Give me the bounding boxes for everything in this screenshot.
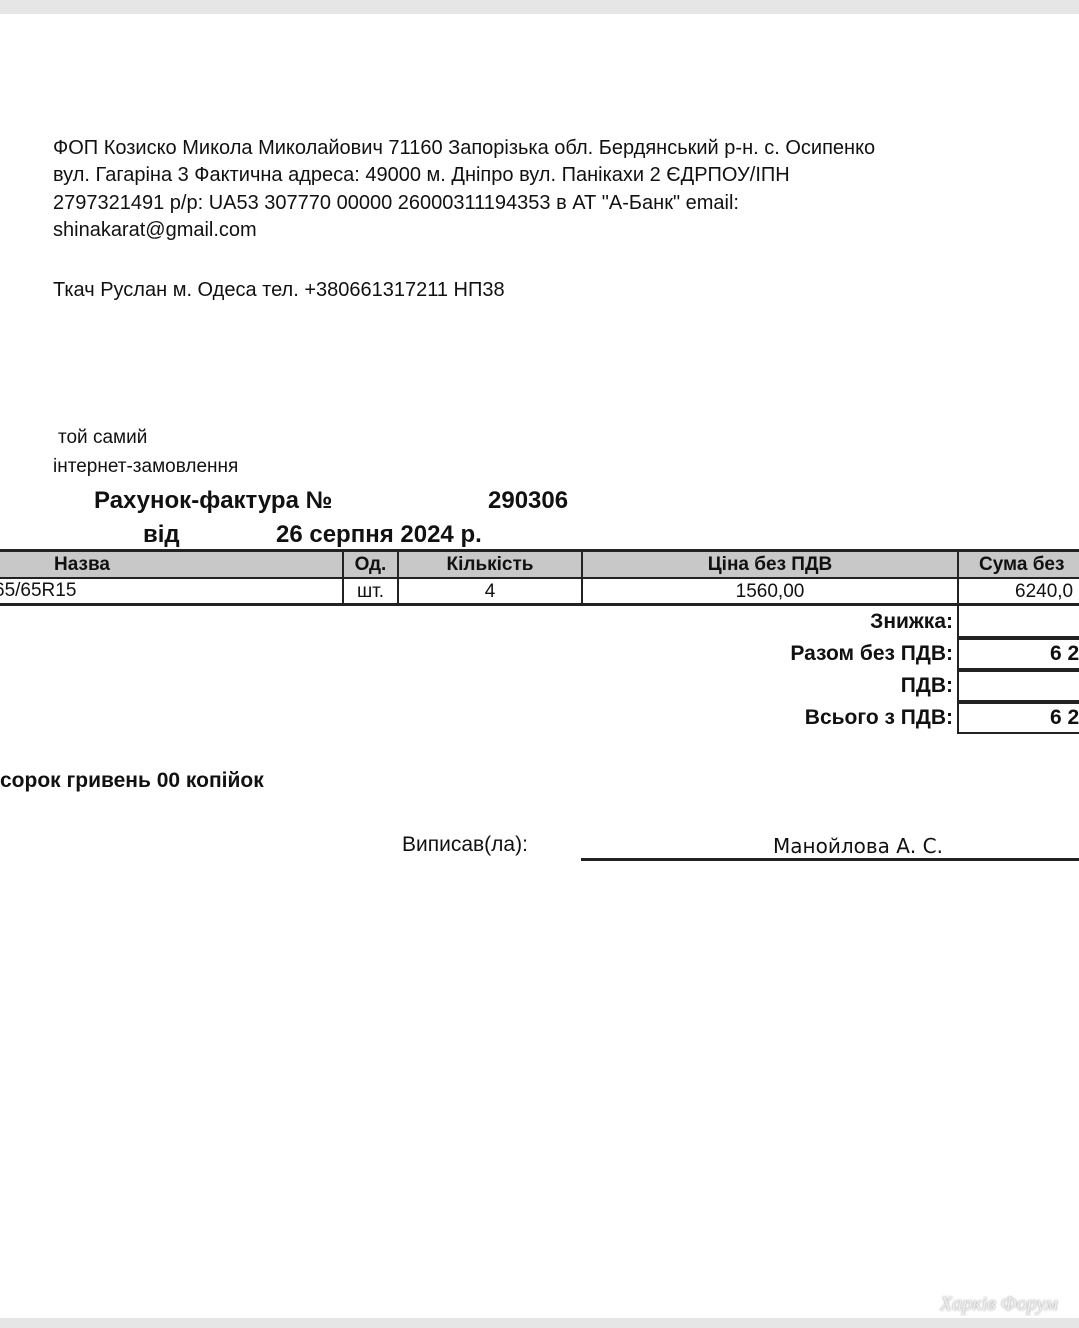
- col-header: Назва: [54, 554, 110, 575]
- cell: 1560,00: [735, 581, 805, 602]
- rule: [342, 549, 344, 606]
- total-label: Всього з ПДВ:: [804, 706, 953, 729]
- date-label: від: [143, 521, 180, 548]
- supplier-line: вул. Гагаріна 3 Фактична адреса: 49000 м…: [53, 164, 790, 186]
- signature-line: [581, 858, 1079, 861]
- invoice-number: 290306: [488, 487, 569, 514]
- signature-name: Манойлова А. С.: [582, 834, 1079, 858]
- note: інтернет-замовлення: [53, 456, 239, 477]
- document: ФОП Козиско Микола Миколайович 71160 Зап…: [0, 14, 1079, 1318]
- cell: шт.: [356, 581, 385, 602]
- signature-label: Виписав(ла):: [402, 833, 528, 856]
- supplier-line: shinakarat@gmail.com: [53, 219, 257, 241]
- table-header-bg: [0, 551, 1079, 578]
- total-label: Разом без ПДВ:: [790, 642, 953, 665]
- invoice-title: Рахунок-фактура №: [94, 487, 333, 514]
- cell: 6240,0: [1015, 581, 1074, 602]
- rule: [0, 603, 1079, 606]
- rule: [957, 549, 959, 606]
- cell: 4: [484, 581, 496, 602]
- cell: 65/65R15: [0, 580, 77, 601]
- rule: [0, 577, 1079, 579]
- watermark: Харків Форум: [940, 1293, 1058, 1315]
- buyer: Ткач Руслан м. Одеса тел. +380661317211 …: [53, 279, 505, 301]
- col-header: Сума без: [979, 554, 1065, 575]
- total-box: [957, 670, 1079, 702]
- note: той самий: [58, 427, 148, 448]
- col-header: Ціна без ПДВ: [707, 554, 833, 575]
- rule: [0, 549, 1079, 552]
- rule: [397, 549, 399, 606]
- total-box: [957, 702, 1079, 734]
- total-label: ПДВ:: [900, 674, 953, 697]
- total-value: 6 2: [1050, 706, 1079, 729]
- supplier-line: 2797321491 р/р: UA53 307770 00000 260003…: [53, 192, 739, 214]
- signature-name-text: Манойлова А. С.: [773, 834, 943, 858]
- supplier-line: ФОП Козиско Микола Миколайович 71160 Зап…: [53, 137, 876, 159]
- col-header: Од.: [354, 554, 387, 575]
- total-value: 6 2: [1050, 642, 1079, 665]
- invoice-date: 26 серпня 2024 р.: [276, 521, 482, 548]
- total-label: Знижка:: [870, 610, 953, 633]
- total-box: [957, 638, 1079, 670]
- col-header: Кількість: [446, 554, 534, 575]
- total-box: [957, 606, 1079, 638]
- amount-words: сорок гривень 00 копійок: [0, 769, 264, 792]
- rule: [581, 549, 583, 606]
